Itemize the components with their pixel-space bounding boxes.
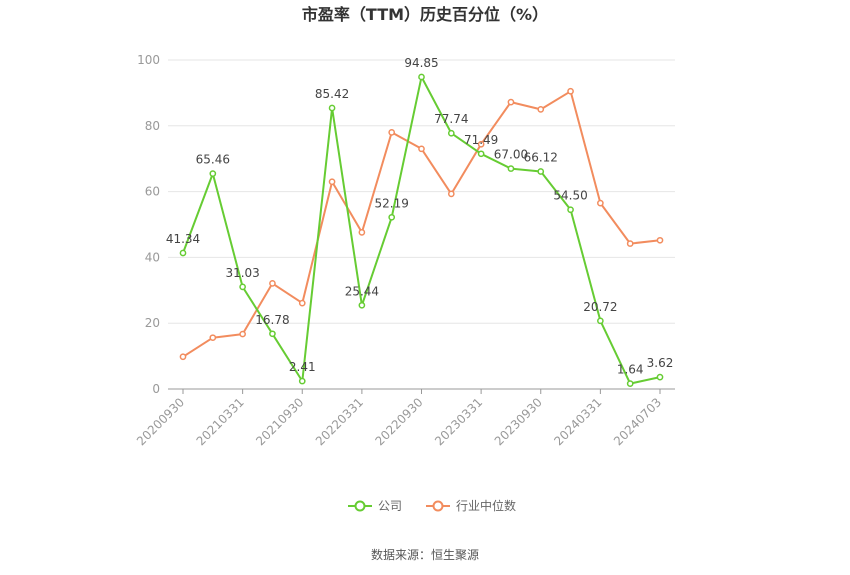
data-label: 54.50 bbox=[553, 189, 587, 203]
data-point bbox=[179, 353, 187, 361]
data-point bbox=[209, 334, 217, 342]
series-line bbox=[182, 75, 661, 385]
data-label: 71.49 bbox=[464, 133, 498, 147]
data-point bbox=[597, 199, 604, 207]
x-tick-label: 20240703 bbox=[611, 395, 664, 448]
data-point bbox=[597, 317, 604, 325]
data-label: 41.34 bbox=[166, 232, 200, 246]
data-point bbox=[358, 301, 366, 309]
legend[interactable]: 公司 行业中位数 bbox=[348, 498, 516, 513]
y-tick-label: 60 bbox=[145, 185, 160, 199]
data-point bbox=[626, 380, 634, 387]
data-label: 2.41 bbox=[289, 360, 316, 374]
data-point bbox=[418, 73, 425, 81]
data-label: 52.19 bbox=[375, 196, 409, 210]
x-tick-label: 20210331 bbox=[194, 395, 247, 448]
data-point bbox=[269, 280, 276, 287]
data-point bbox=[239, 330, 246, 338]
data-label: 65.46 bbox=[196, 153, 230, 167]
legend-marker bbox=[354, 500, 366, 512]
data-point bbox=[298, 377, 306, 385]
data-label: 25.44 bbox=[345, 284, 379, 298]
x-tick-label: 20240331 bbox=[551, 395, 604, 448]
x-tick-label: 20200930 bbox=[134, 395, 187, 448]
data-label: 85.42 bbox=[315, 87, 349, 101]
y-tick-label: 0 bbox=[152, 382, 160, 396]
y-tick-label: 40 bbox=[145, 250, 160, 264]
legend-label: 行业中位数 bbox=[456, 498, 516, 513]
data-label: 94.85 bbox=[404, 56, 438, 70]
series-lines bbox=[179, 73, 664, 387]
data-point bbox=[507, 165, 515, 172]
chart-title: 市盈率（TTM）历史百分位（%） bbox=[302, 5, 548, 24]
data-point bbox=[328, 104, 336, 112]
data-point bbox=[269, 330, 276, 338]
legend-marker bbox=[432, 500, 444, 512]
data-label: 20.72 bbox=[583, 300, 617, 314]
y-tick-label: 80 bbox=[145, 119, 160, 133]
data-source: 数据来源：恒生聚源 bbox=[371, 547, 479, 562]
data-point bbox=[656, 373, 664, 381]
data-label: 16.78 bbox=[255, 313, 289, 327]
data-label: 67.00 bbox=[494, 148, 528, 162]
data-point bbox=[507, 98, 515, 106]
legend-item[interactable]: 公司 bbox=[348, 499, 402, 513]
x-tick-label: 20210930 bbox=[253, 395, 306, 448]
x-tick-label: 20230930 bbox=[492, 395, 545, 448]
data-point bbox=[656, 236, 664, 244]
data-point bbox=[239, 283, 246, 291]
x-tick-label: 20220331 bbox=[313, 395, 366, 448]
data-labels: 41.34 65.46 31.03 16.78 2.41 85.42 25.44 52.19 9… bbox=[166, 56, 674, 377]
data-point bbox=[328, 178, 336, 186]
data-point bbox=[567, 206, 574, 214]
data-point bbox=[477, 140, 485, 148]
data-point bbox=[179, 249, 187, 257]
data-point bbox=[567, 87, 574, 95]
data-label: 77.74 bbox=[434, 112, 468, 126]
data-point bbox=[358, 229, 366, 236]
data-point bbox=[537, 106, 545, 113]
legend-item[interactable]: 行业中位数 bbox=[426, 498, 516, 513]
legend-label: 公司 bbox=[378, 499, 402, 513]
x-tick-label: 20230331 bbox=[432, 395, 485, 448]
data-point bbox=[209, 170, 217, 177]
y-tick-label: 20 bbox=[145, 316, 160, 330]
data-point bbox=[626, 240, 634, 247]
data-point bbox=[537, 168, 545, 175]
data-label: 66.12 bbox=[524, 150, 558, 164]
data-label: 3.62 bbox=[647, 356, 674, 370]
data-point bbox=[477, 150, 485, 158]
x-tick-label: 20220930 bbox=[373, 395, 426, 448]
data-point bbox=[418, 145, 425, 153]
data-label: 31.03 bbox=[225, 266, 259, 280]
data-point bbox=[447, 129, 455, 137]
data-point bbox=[388, 213, 396, 221]
data-point bbox=[447, 190, 455, 198]
grid bbox=[168, 59, 675, 324]
y-tick-label: 100 bbox=[137, 53, 160, 67]
data-point bbox=[298, 299, 306, 307]
data-label: 1.64 bbox=[617, 363, 644, 377]
data-point bbox=[388, 129, 396, 136]
